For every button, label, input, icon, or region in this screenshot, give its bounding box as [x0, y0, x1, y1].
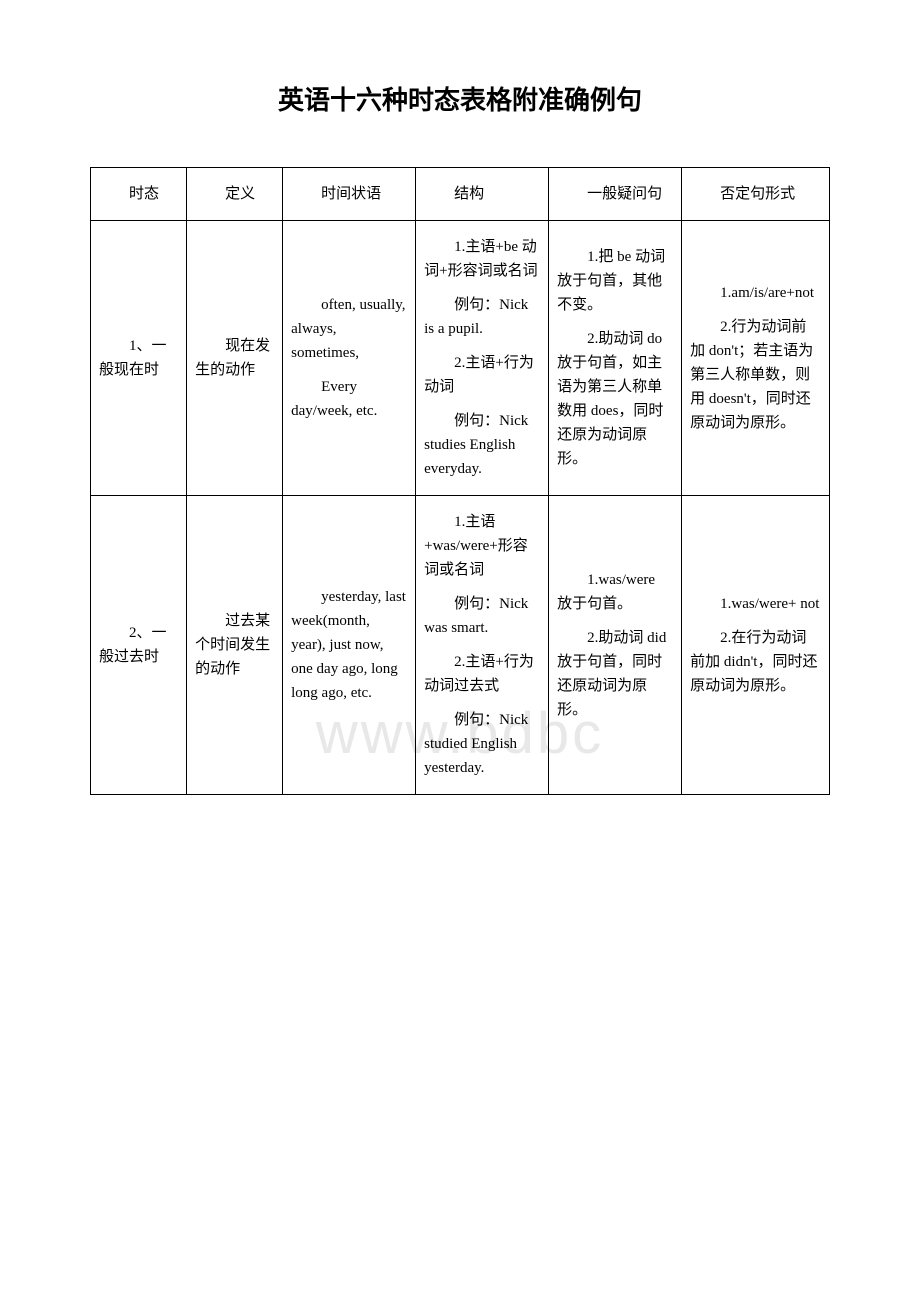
document-content: 英语十六种时态表格附准确例句 时态 定义 时间状语 结构 一般疑问句 否定句形式…	[90, 80, 830, 795]
table-row: 1、一般现在时 现在发生的动作 often, usually, always, …	[91, 221, 830, 496]
cell-question: 1.把 be 动词放于句首，其他不变。 2.助动词 do 放于句首，如主语为第三…	[549, 221, 682, 496]
page-title: 英语十六种时态表格附准确例句	[90, 80, 830, 117]
cell-question: 1.was/were 放于句首。 2.助动词 did 放于句首，同时还原动词为原…	[549, 496, 682, 795]
cell-time-adverbial: often, usually, always, sometimes, Every…	[283, 221, 416, 496]
cell-structure: 1.主语+be 动词+形容词或名词 例句：Nick is a pupil. 2.…	[416, 221, 549, 496]
header-structure: 结构	[416, 168, 549, 221]
cell-tense: 1、一般现在时	[91, 221, 187, 496]
table-header-row: 时态 定义 时间状语 结构 一般疑问句 否定句形式	[91, 168, 830, 221]
header-time-adverbial: 时间状语	[283, 168, 416, 221]
cell-time-adverbial: yesterday, last week(month, year), just …	[283, 496, 416, 795]
cell-negative: 1.was/were+ not 2.在行为动词前加 didn't，同时还原动词为…	[682, 496, 830, 795]
cell-negative: 1.am/is/are+not 2.行为动词前加 don't；若主语为第三人称单…	[682, 221, 830, 496]
cell-structure: 1.主语+was/were+形容词或名词 例句：Nick was smart. …	[416, 496, 549, 795]
cell-definition: 现在发生的动作	[187, 221, 283, 496]
header-negative: 否定句形式	[682, 168, 830, 221]
header-question: 一般疑问句	[549, 168, 682, 221]
tense-table: 时态 定义 时间状语 结构 一般疑问句 否定句形式 1、一般现在时 现在发生的动…	[90, 167, 830, 795]
cell-definition: 过去某个时间发生的动作	[187, 496, 283, 795]
header-definition: 定义	[187, 168, 283, 221]
header-tense: 时态	[91, 168, 187, 221]
table-row: 2、一般过去时 过去某个时间发生的动作 yesterday, last week…	[91, 496, 830, 795]
cell-tense: 2、一般过去时	[91, 496, 187, 795]
